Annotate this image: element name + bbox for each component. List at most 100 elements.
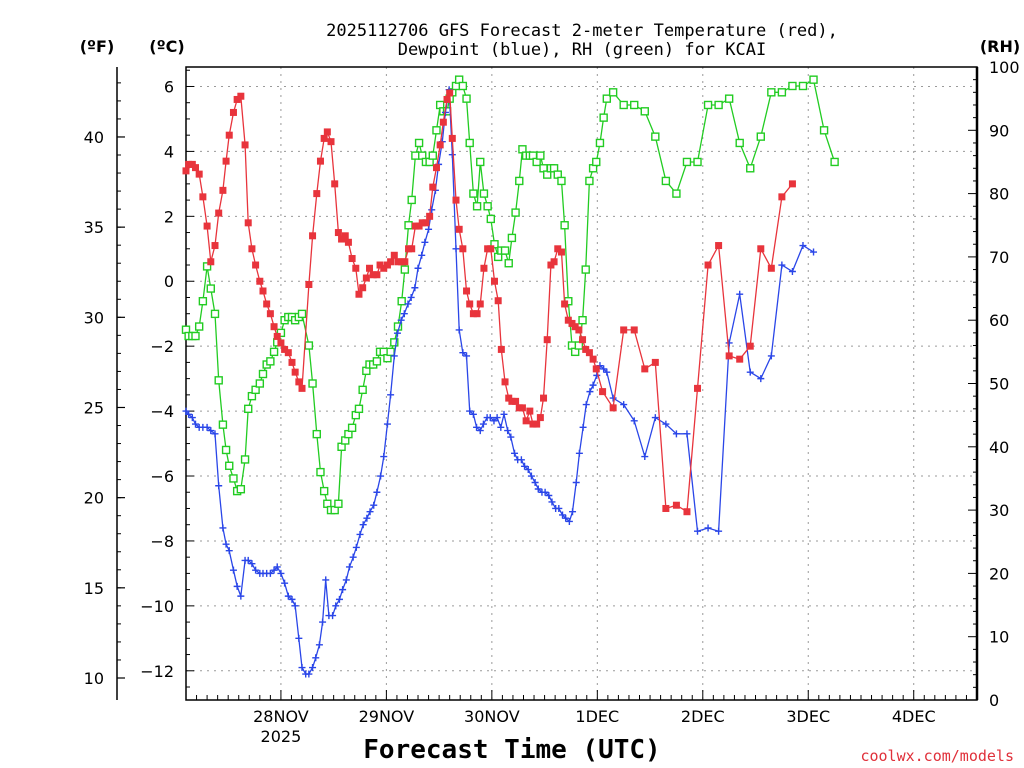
temperature-point	[767, 264, 775, 272]
temperature-point	[288, 358, 296, 366]
dewpoint-point	[295, 634, 303, 642]
temperature-point	[273, 332, 281, 340]
dewpoint-point	[541, 488, 549, 496]
rh-point	[479, 189, 489, 198]
rh-point	[347, 423, 357, 433]
temperature-point	[529, 420, 537, 428]
temperature-point	[341, 232, 349, 240]
temperature-point	[704, 261, 712, 269]
dewpoint-point	[225, 547, 233, 555]
dewpoint-point	[229, 566, 237, 574]
rh-point	[462, 94, 471, 103]
temperature-point	[316, 157, 324, 165]
temperature-point	[448, 134, 456, 142]
rh-point	[486, 214, 495, 224]
temperature-point	[736, 355, 744, 363]
temperature-point	[490, 277, 498, 285]
dewpoint-point	[545, 491, 553, 499]
dewpoint-point	[569, 508, 577, 516]
dewpoint-point	[393, 329, 401, 337]
temperature-point	[376, 261, 384, 269]
rh-point	[297, 309, 307, 319]
rh-point	[557, 176, 566, 186]
temperature-point	[579, 336, 587, 344]
rh-point	[458, 81, 468, 91]
temperature-point	[320, 134, 328, 142]
rh-point	[619, 100, 628, 110]
rh-point	[312, 429, 321, 439]
rh-point	[411, 151, 420, 160]
rh-point	[255, 379, 265, 388]
temperature-point	[229, 108, 237, 116]
temperature-point	[390, 251, 398, 259]
fahrenheit-tick-label: 35	[84, 218, 104, 237]
dewpoint-series	[182, 86, 818, 678]
temperature-point	[683, 508, 691, 516]
dewpoint-point	[277, 569, 285, 577]
rh-point	[682, 157, 692, 167]
temperature-point	[222, 157, 230, 165]
dewpoint-point	[641, 453, 649, 461]
dewpoint-point	[527, 472, 535, 480]
temperature-point	[327, 138, 335, 146]
temperature-point	[323, 128, 331, 136]
dewpoint-point	[548, 498, 556, 506]
rh-tick-label: 90	[989, 121, 1009, 140]
rh-point	[432, 126, 441, 135]
dewpoint-point	[757, 375, 765, 383]
temperature-point	[715, 242, 723, 250]
dewpoint-line	[185, 89, 814, 675]
dewpoint-point	[185, 410, 193, 418]
rh-point	[316, 467, 325, 477]
temperature-point	[259, 287, 267, 295]
temperature-point	[443, 95, 451, 103]
dewpoint-point	[188, 414, 196, 422]
dewpoint-point	[400, 310, 408, 318]
dewpoint-point	[359, 521, 367, 529]
dewpoint-point	[589, 381, 597, 389]
dewpoint-point	[411, 284, 419, 292]
dewpoint-point	[565, 517, 573, 525]
rh-point	[390, 338, 399, 347]
rh-point	[672, 189, 681, 198]
dewpoint-point	[486, 414, 494, 422]
rh-point	[206, 284, 215, 293]
dewpoint-point	[237, 592, 245, 600]
rh-point	[404, 221, 413, 230]
dewpoint-point	[366, 508, 374, 516]
rh-point	[746, 164, 755, 173]
fahrenheit-tick-label: 30	[84, 308, 104, 327]
rh-point	[202, 262, 212, 271]
rh-point	[397, 297, 406, 306]
rh-point	[819, 126, 829, 135]
celsius-tick-label: −4	[150, 402, 174, 421]
dewpoint-point	[603, 368, 611, 376]
temperature-point	[380, 264, 388, 272]
temperature-point	[487, 245, 495, 253]
rh-tick-label: 0	[989, 691, 999, 710]
temperature-point	[589, 355, 597, 363]
dewpoint-point	[298, 664, 306, 672]
rh-point	[767, 88, 776, 97]
rh-point	[511, 208, 520, 217]
dewpoint-point	[507, 433, 515, 441]
rh-point	[500, 246, 510, 255]
temperature-point	[757, 245, 765, 253]
temperature-point	[429, 183, 437, 191]
temperature-point	[533, 420, 541, 428]
rh-point	[630, 100, 639, 110]
dewpoint-point	[329, 612, 337, 620]
temperature-point	[494, 297, 502, 305]
dewpoint-point	[493, 414, 501, 422]
dewpoint-point	[694, 527, 702, 535]
dewpoint-point	[203, 423, 211, 431]
dewpoint-point	[233, 582, 241, 590]
temperature-point	[725, 352, 733, 360]
temperature-point	[571, 323, 579, 331]
temperature-point	[362, 274, 370, 282]
temperature-point	[248, 245, 256, 253]
temperature-point	[182, 167, 190, 175]
temperature-point	[366, 264, 374, 272]
x-year-label: 2025	[261, 727, 302, 746]
rh-tick-label: 40	[989, 438, 1009, 457]
